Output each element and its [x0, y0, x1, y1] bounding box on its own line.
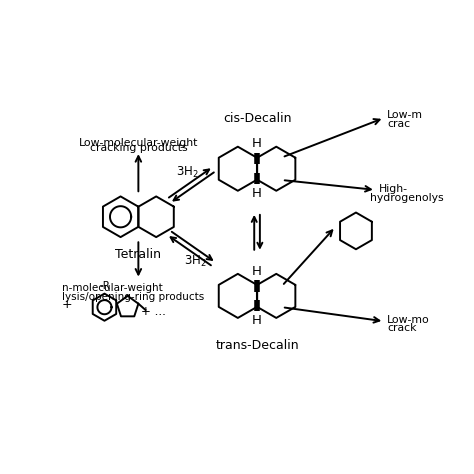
Text: trans-Decalin: trans-Decalin [215, 339, 299, 352]
Text: Low-m: Low-m [387, 110, 423, 120]
Text: crack: crack [387, 323, 417, 333]
Text: Tetralin: Tetralin [115, 248, 161, 261]
Text: -R: -R [99, 281, 110, 291]
Text: crac: crac [387, 118, 410, 128]
Text: Low-mo: Low-mo [387, 315, 430, 325]
Text: hydrogenolys: hydrogenolys [370, 193, 444, 203]
Text: Low-molecular-weight: Low-molecular-weight [79, 138, 198, 148]
Text: +: + [62, 298, 73, 311]
Text: H: H [252, 264, 262, 277]
Text: cracking products: cracking products [90, 143, 187, 153]
Text: 3H$_2$: 3H$_2$ [184, 254, 207, 269]
Text: lysis/opening-ring products: lysis/opening-ring products [62, 292, 204, 302]
Text: + ...: + ... [141, 305, 165, 318]
Text: 3H$_2$: 3H$_2$ [176, 165, 198, 180]
Text: n-molecular-weight: n-molecular-weight [62, 283, 163, 293]
Text: High-: High- [379, 183, 408, 193]
Text: H: H [252, 187, 262, 200]
Text: H: H [252, 314, 262, 327]
Text: H: H [252, 137, 262, 150]
Text: cis-Decalin: cis-Decalin [223, 112, 292, 126]
